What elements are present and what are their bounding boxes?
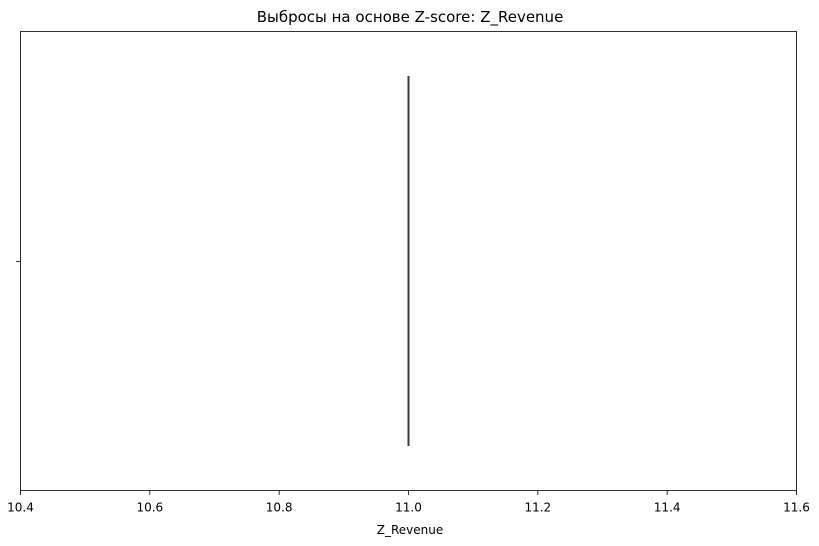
x-tick-label: 10.4 bbox=[7, 501, 34, 515]
x-tick-label: 11.2 bbox=[524, 501, 551, 515]
x-tick-label: 10.8 bbox=[266, 501, 293, 515]
chart-title: Выбросы на основе Z-score: Z_Revenue bbox=[257, 8, 564, 27]
x-tick-label: 11.4 bbox=[654, 501, 681, 515]
x-tick-label: 10.6 bbox=[136, 501, 163, 515]
x-axis: 10.4 10.6 10.8 11.0 11.2 11.4 11.6 bbox=[7, 490, 810, 515]
x-axis-label: Z_Revenue bbox=[377, 523, 443, 537]
x-tick-label: 11.0 bbox=[395, 501, 422, 515]
x-tick-label: 11.6 bbox=[783, 501, 810, 515]
